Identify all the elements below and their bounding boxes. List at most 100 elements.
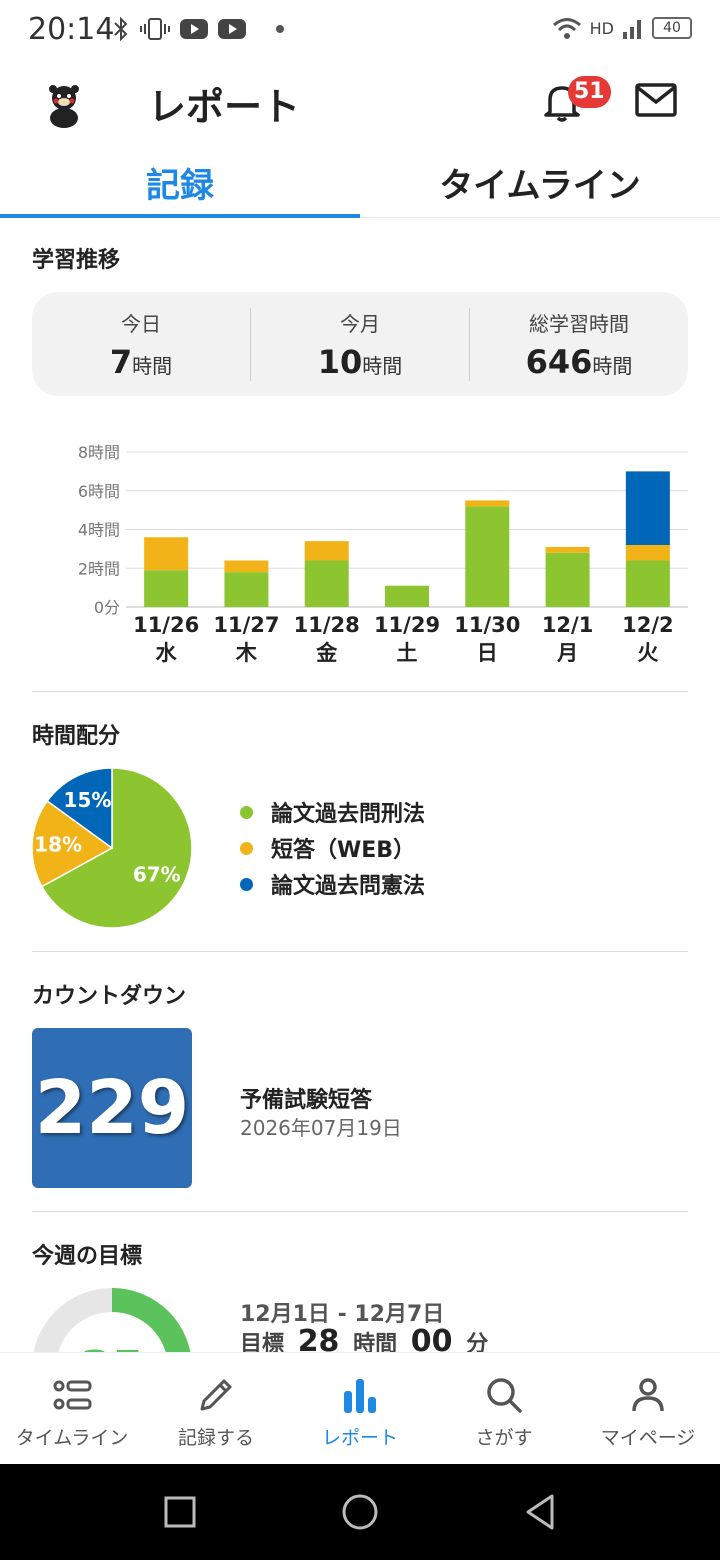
legend-dot xyxy=(240,841,253,855)
bar-segment xyxy=(224,572,269,607)
bar-segment xyxy=(625,471,670,545)
summary-label: 総学習時間 xyxy=(529,311,629,336)
countdown-exam-date: 2026年07月19日 xyxy=(240,1116,402,1140)
divider xyxy=(32,691,688,692)
weekly-goal-title: 今週の目標 xyxy=(32,1244,143,1269)
weekday-label: 金 xyxy=(315,641,338,665)
network-type: HD xyxy=(589,18,614,38)
nav-search[interactable]: さがす xyxy=(432,1353,576,1464)
weekday-label: 日 xyxy=(477,641,498,665)
tab-bar: 記録 タイムライン xyxy=(0,144,720,218)
person-icon xyxy=(632,1378,664,1412)
legend-dot xyxy=(240,805,253,819)
time-distribution-pie: 67% 18% 15% xyxy=(32,768,192,928)
nav-record[interactable]: 記録する xyxy=(144,1353,288,1464)
x-tick-label: 11/30 xyxy=(454,613,520,637)
pie-slice-label: 67% xyxy=(133,862,181,886)
bar-segment xyxy=(304,560,349,607)
bar-segment xyxy=(465,500,510,507)
vibrate-icon xyxy=(140,18,170,40)
bluetooth-icon xyxy=(114,16,128,42)
tab-record[interactable]: 記録 xyxy=(146,166,214,206)
weekday-label: 火 xyxy=(637,641,658,665)
countdown-days[interactable]: 229 xyxy=(32,1028,192,1188)
back-button[interactable] xyxy=(526,1494,554,1530)
weekday-label: 月 xyxy=(556,641,578,665)
weekday-label: 水 xyxy=(156,641,178,665)
x-tick-label: 12/2 xyxy=(622,613,674,637)
bar-segment xyxy=(545,552,590,607)
x-tick-label: 11/26 xyxy=(133,613,199,637)
legend-item: 論文過去問憲法 xyxy=(240,866,425,902)
legend-label: 論文過去問憲法 xyxy=(271,874,426,899)
search-icon xyxy=(487,1378,522,1413)
status-time: 20:14 xyxy=(28,12,115,47)
nav-mypage[interactable]: マイページ xyxy=(576,1353,720,1464)
study-trend-title: 学習推移 xyxy=(32,248,121,273)
summary-value: 10時間 xyxy=(317,342,403,381)
bar-segment xyxy=(304,541,349,561)
bar-segment xyxy=(465,506,510,607)
bar-chart-icon xyxy=(344,1379,376,1413)
timeline-icon xyxy=(53,1380,92,1410)
y-tick-label: 2時間 xyxy=(78,559,120,578)
x-tick-label: 12/1 xyxy=(542,613,594,637)
study-summary-card: 今日 7時間 今月 10時間 総学習時間 646時間 xyxy=(32,292,688,396)
summary-today: 今日 7時間 xyxy=(32,308,250,381)
nav-label: レポート xyxy=(321,1427,398,1449)
weekday-label: 木 xyxy=(235,641,258,665)
wifi-icon xyxy=(552,18,581,39)
summary-value: 646時間 xyxy=(525,342,633,381)
system-navigation-bar xyxy=(0,1464,720,1560)
weekday-label: 土 xyxy=(397,641,418,665)
notification-badge: 51 xyxy=(568,76,611,108)
summary-label: 今日 xyxy=(121,311,161,336)
nav-label: さがす xyxy=(475,1427,533,1449)
battery-icon: 40 xyxy=(652,17,692,39)
mail-icon[interactable] xyxy=(634,82,678,118)
pencil-icon xyxy=(200,1379,232,1411)
nav-report[interactable]: レポート xyxy=(288,1353,432,1464)
summary-month: 今月 10時間 xyxy=(250,307,469,381)
y-tick-label: 0分 xyxy=(94,598,120,617)
bar-segment xyxy=(144,570,189,607)
x-tick-label: 11/28 xyxy=(294,613,360,637)
youtube-icon xyxy=(180,19,208,39)
summary-value: 7時間 xyxy=(109,342,173,381)
status-bar: 20:14 HD 40 xyxy=(0,0,720,60)
countdown-title: カウントダウン xyxy=(32,984,187,1009)
divider xyxy=(32,1211,688,1212)
notification-dot-icon xyxy=(276,25,284,33)
app-bar: レポート 51 xyxy=(0,60,720,144)
pie-slice-label: 15% xyxy=(64,788,112,812)
tab-indicator xyxy=(0,214,360,218)
pie-slice xyxy=(32,799,114,888)
y-tick-label: 6時間 xyxy=(78,482,120,501)
bar-segment xyxy=(144,537,189,571)
x-tick-label: 11/29 xyxy=(374,613,440,637)
pie-legend: 論文過去問刑法 短答（WEB） 論文過去問憲法 xyxy=(240,794,425,902)
pie-slice-label: 18% xyxy=(34,833,82,857)
summary-label: 今月 xyxy=(340,311,380,336)
pie-slice xyxy=(46,768,113,850)
recent-apps-button[interactable] xyxy=(164,1496,196,1528)
home-button[interactable] xyxy=(342,1494,378,1530)
youtube-icon xyxy=(218,19,246,39)
study-bar-chart: 0分 2時間 4時間 6時間 8時間 11/26 水 11/27 木 11/28 金 11/29 土 11… xyxy=(78,443,688,665)
goal-date-range: 12月1日 - 12月7日 xyxy=(240,1302,445,1327)
legend-label: 論文過去問刑法 xyxy=(271,802,426,827)
legend-label: 短答（WEB） xyxy=(271,838,416,863)
summary-total: 総学習時間 646時間 xyxy=(469,307,688,381)
avatar[interactable] xyxy=(40,80,88,128)
bar-segment xyxy=(545,546,590,553)
tab-timeline[interactable]: タイムライン xyxy=(439,166,641,206)
nav-timeline[interactable]: タイムライン xyxy=(0,1353,144,1464)
divider xyxy=(32,951,688,952)
bottom-navigation: タイムライン 記録する レポート さがす マイページ xyxy=(0,1352,720,1464)
nav-label: タイムライン xyxy=(15,1427,129,1449)
bar-segment xyxy=(385,585,429,607)
countdown-exam-name: 予備試験短答 xyxy=(240,1088,373,1113)
pie-slice xyxy=(40,768,192,928)
bar-segment xyxy=(224,560,269,573)
time-distribution-title: 時間配分 xyxy=(32,724,121,749)
